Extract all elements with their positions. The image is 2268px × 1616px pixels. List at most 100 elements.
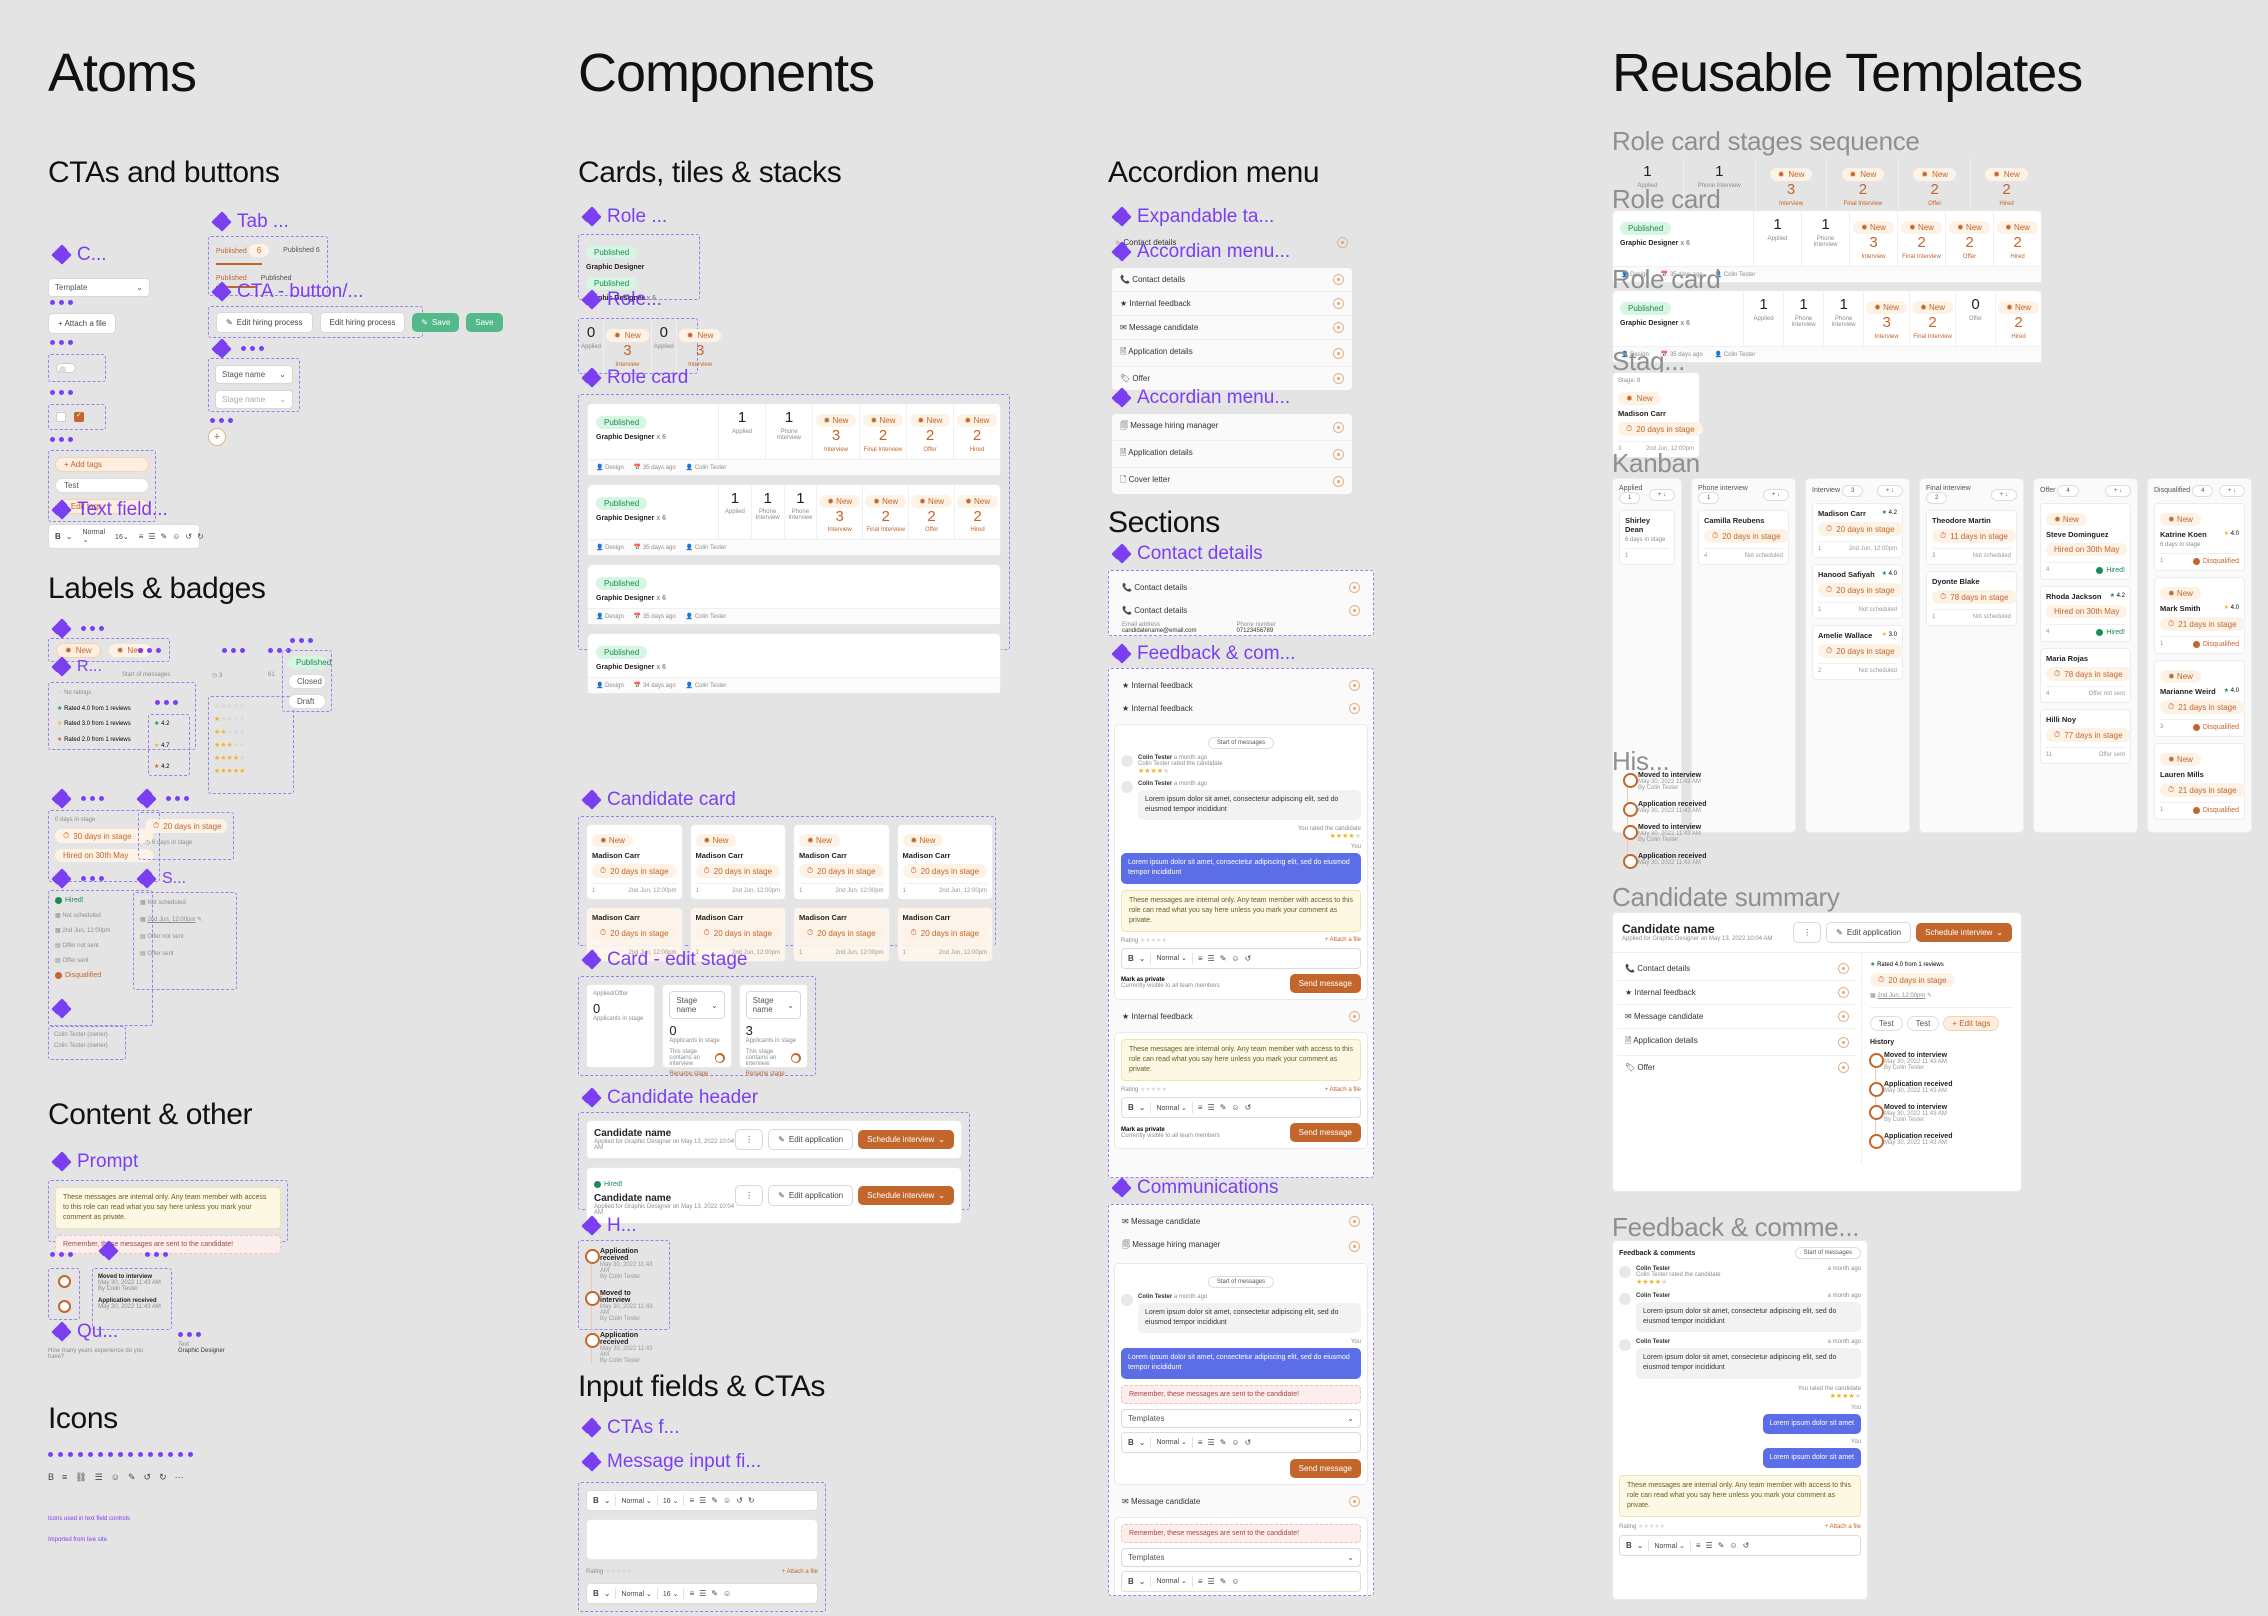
mark-private-toggle[interactable]: Mark as private Currently visible to all …	[1121, 1126, 1220, 1139]
font-style-select[interactable]: Normal ⌄	[1156, 955, 1187, 963]
redo-icon[interactable]: ↻	[197, 532, 204, 541]
emoji-icon[interactable]: ☺	[1231, 1576, 1240, 1586]
font-style-select[interactable]: Normal ⌄	[621, 1590, 652, 1598]
list-icon[interactable]: ☰	[1207, 1103, 1215, 1113]
expand-icon[interactable]	[1333, 298, 1344, 309]
rename-stage-button[interactable]: Rename stage	[669, 1071, 709, 1077]
attach-file-button[interactable]: + Attach a file	[1324, 1086, 1361, 1093]
edit-tags-button[interactable]: + Edit tags	[1943, 1016, 2000, 1031]
accordion-row-application-details[interactable]: 🗎 Application details	[1112, 340, 1352, 367]
save-button[interactable]: Save	[466, 312, 503, 332]
pen-icon[interactable]: ✎	[711, 1589, 719, 1598]
list-icon[interactable]: ☰	[1207, 953, 1215, 963]
expand-icon[interactable]	[1337, 237, 1348, 248]
align-icon[interactable]: ≡	[1197, 953, 1203, 963]
accordion-row-contact-details-open[interactable]: 📞 Contact details	[1114, 599, 1368, 622]
expand-icon[interactable]	[1349, 582, 1360, 593]
role-card[interactable]: Published Graphic Designer x 6 👤 Design …	[587, 564, 1001, 625]
edit-application-button[interactable]: ✎ Edit application	[1826, 922, 1912, 943]
add-candidate-button[interactable]: + ↓	[2104, 485, 2131, 497]
pen-icon[interactable]: ✎	[1219, 1437, 1227, 1447]
role-card[interactable]: Published Graphic Designer x 6 1 Applied …	[587, 403, 1001, 476]
chevron-down-icon[interactable]: ⌄	[65, 532, 73, 541]
attach-file-button[interactable]: + Attach a file	[48, 313, 117, 334]
more-menu-button[interactable]: ⋮	[735, 1129, 764, 1150]
kanban-card[interactable]: Dyonte Blake ⏱ 78 days in stage 1 Not sched…	[1926, 571, 2017, 626]
emoji-icon[interactable]: ☺	[1729, 1541, 1738, 1551]
kanban-card[interactable]: Amelie Wallace ★ 3.0 ⏱ 20 days in stage 2 No…	[1812, 625, 1903, 680]
interview-time[interactable]: ▦ 2nd Jun, 12:00pm ✎	[1870, 993, 1933, 999]
accordion-row-message-candidate[interactable]: ✉ Message candidate	[1617, 1005, 1857, 1029]
template-role-card-1[interactable]: Published Graphic Designer x 6 1 Applied …	[1612, 210, 2042, 283]
pen-icon[interactable]: ✎	[1219, 953, 1227, 963]
emoji-icon[interactable]: ☺	[1231, 953, 1240, 963]
bold-icon[interactable]: B	[593, 1496, 599, 1505]
templates-select[interactable]: Templates ⌄	[1121, 1408, 1361, 1428]
stage-name-select-2[interactable]: Stage name ⌄	[215, 390, 293, 409]
expand-icon[interactable]	[1349, 680, 1360, 691]
collapse-icon[interactable]	[1349, 605, 1360, 616]
font-style-select[interactable]: Normal ⌄	[82, 529, 106, 544]
pen-icon[interactable]: ✎	[711, 1496, 719, 1505]
font-size-select[interactable]: 16 ⌄	[662, 1590, 679, 1598]
edit-hiring-process-button-icon[interactable]: ✎ Edit hiring process	[216, 311, 313, 333]
expand-icon[interactable]	[1838, 987, 1849, 998]
template-stage-card[interactable]: Stage: 8 ✹ New Madison Carr ⏱ 20 days in…	[1612, 372, 1703, 458]
font-style-select[interactable]: Normal ⌄	[1654, 1542, 1685, 1550]
edit-application-button[interactable]: ✎ Edit application	[768, 1129, 854, 1150]
send-message-button[interactable]: Send message	[1289, 1123, 1361, 1143]
expand-icon[interactable]	[1333, 373, 1344, 384]
list-icon[interactable]: ☰	[148, 532, 156, 541]
align-icon[interactable]: ≡	[689, 1496, 695, 1505]
attach-file-button[interactable]: + Attach a file	[1824, 1523, 1861, 1530]
font-style-select[interactable]: Normal ⌄	[621, 1497, 652, 1505]
list-icon[interactable]: ☰	[1207, 1437, 1215, 1447]
accordion-row-offer[interactable]: 🏷 Offer	[1112, 367, 1352, 390]
undo-icon[interactable]: ↺	[1244, 1437, 1252, 1447]
pen-icon[interactable]: ✎	[160, 532, 168, 541]
emoji-icon[interactable]: ☺	[723, 1496, 732, 1505]
accordion-row-contact-details[interactable]: 📞 Contact details	[1114, 576, 1368, 599]
send-message-button[interactable]: Send message	[1289, 973, 1361, 993]
expand-icon[interactable]	[1838, 1062, 1849, 1073]
schedule-interview-button[interactable]: Schedule interview ⌄	[1916, 923, 2012, 942]
expand-icon[interactable]	[1333, 322, 1344, 333]
template-role-card-2[interactable]: Published Graphic Designer x 6 1 Applied …	[1612, 290, 2042, 363]
kanban-card[interactable]: Hilli Noy ⏱ 77 days in stage 11 Offer sent	[2040, 709, 2131, 764]
communications-toolbar-2[interactable]: B ⌄ Normal ⌄ ≡ ☰ ✎ ☺	[1121, 1570, 1361, 1592]
emoji-icon[interactable]: ☺	[172, 532, 181, 541]
kanban-card[interactable]: Hanood Safiyah ★ 4.0 ⏱ 20 days in stage 1 No…	[1812, 564, 1903, 619]
accordion-row-contact-details[interactable]: 📞 Contact details	[1617, 957, 1857, 981]
schedule-interview-button[interactable]: Schedule interview ⌄	[858, 1186, 954, 1205]
tab-published-active[interactable]: Published 6	[216, 244, 270, 257]
accordion-row-internal-feedback[interactable]: ★ Internal feedback	[1114, 674, 1368, 697]
emoji-icon[interactable]: ☺	[723, 1589, 732, 1598]
accordion-row-contact-details[interactable]: 📞 Contact details	[1112, 268, 1352, 292]
align-icon[interactable]: ≡	[1695, 1541, 1701, 1551]
align-icon[interactable]: ≡	[138, 532, 144, 541]
accordion-row-message-hiring-manager[interactable]: 🗐 Message hiring manager	[1114, 1233, 1368, 1259]
send-message-button[interactable]: Send message	[1289, 1458, 1361, 1478]
expand-icon[interactable]	[1838, 963, 1849, 974]
edit-stage-card-3[interactable]: Stage name ⌄ 3 Applicants in stage This s…	[738, 984, 808, 1077]
expand-icon[interactable]	[1349, 1216, 1360, 1227]
tab-published[interactable]: Published 6	[283, 247, 320, 254]
save-button-icon[interactable]: ✎ Save	[412, 312, 460, 332]
kanban-card[interactable]: ✹ New Marianne Weird ★ 4.0 ⏱ 21 days in sta…	[2154, 660, 2245, 737]
list-icon[interactable]: ☰	[699, 1589, 707, 1598]
expand-icon[interactable]	[1333, 421, 1344, 433]
accordion-row-application-details-2[interactable]: 🗎 Application details	[1112, 441, 1352, 468]
add-candidate-button[interactable]: + ↓	[1762, 488, 1789, 501]
undo-icon[interactable]: ↺	[1244, 953, 1252, 963]
undo-icon[interactable]: ↺	[736, 1496, 743, 1505]
checkbox-unchecked[interactable]	[56, 412, 66, 422]
interview-toggle[interactable]	[791, 1053, 801, 1063]
accordion-row-cover-letter[interactable]: 🗋 Cover letter	[1112, 468, 1352, 494]
collapse-icon[interactable]	[1349, 703, 1360, 714]
attach-file-button[interactable]: + Attach a file	[1324, 937, 1361, 944]
undo-icon[interactable]: ↺	[1244, 1103, 1252, 1113]
accordion-row-message-hiring-manager[interactable]: 🗐 Message hiring manager	[1112, 414, 1352, 441]
kanban-card[interactable]: ✹ New Steve Dominguez Hired on 30th May 4 Hi…	[2040, 503, 2131, 580]
feedback-toolbar[interactable]: B ⌄ Normal ⌄ ≡ ☰ ✎ ☺ ↺	[1121, 947, 1361, 969]
